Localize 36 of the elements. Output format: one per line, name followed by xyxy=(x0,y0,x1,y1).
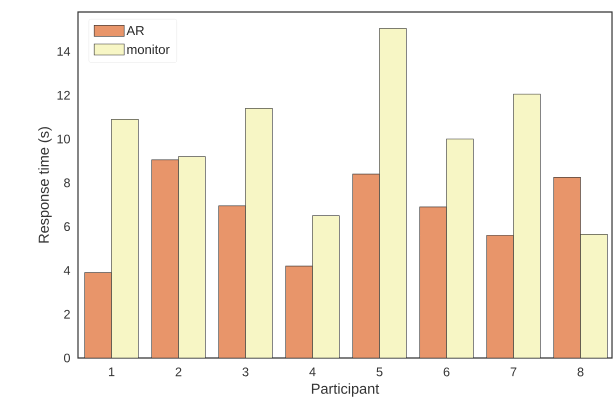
bar xyxy=(486,235,514,358)
x-tick-label: 4 xyxy=(309,368,316,376)
bar xyxy=(112,119,138,358)
y-tick-label: 2 xyxy=(64,310,70,319)
bar xyxy=(312,216,340,358)
x-tick-label: 8 xyxy=(578,368,584,376)
bar xyxy=(380,28,406,358)
y-tick-label: 0 xyxy=(64,354,70,362)
x-tick-label: 6 xyxy=(444,368,450,376)
legend-label: monitor xyxy=(127,44,170,54)
x-tick-label: 1 xyxy=(108,368,114,376)
x-tick-label: 7 xyxy=(510,368,516,376)
y-tick-label: 6 xyxy=(64,222,70,232)
bar xyxy=(580,234,608,358)
bar xyxy=(352,174,380,358)
bar xyxy=(286,266,313,358)
x-tick-label: 3 xyxy=(242,368,248,376)
bar xyxy=(218,206,246,358)
x-tick-label: 5 xyxy=(376,368,382,376)
bar xyxy=(178,156,206,358)
y-tick-label: 10 xyxy=(58,134,70,144)
bar xyxy=(553,177,581,358)
y-tick-label: 4 xyxy=(64,266,70,275)
bar xyxy=(246,108,272,358)
bar xyxy=(446,139,474,358)
y-tick-label: 14 xyxy=(58,47,70,56)
y-axis-title: Response time (s) xyxy=(38,127,52,243)
x-axis-title: Participant xyxy=(312,383,380,397)
bar xyxy=(514,94,540,358)
legend-label: AR xyxy=(126,26,144,36)
x-tick-label: 2 xyxy=(176,368,182,376)
bar xyxy=(152,160,179,358)
bar xyxy=(420,206,447,358)
bar xyxy=(84,272,112,358)
y-tick-label: 8 xyxy=(64,178,70,188)
y-tick-label: 12 xyxy=(58,90,70,100)
